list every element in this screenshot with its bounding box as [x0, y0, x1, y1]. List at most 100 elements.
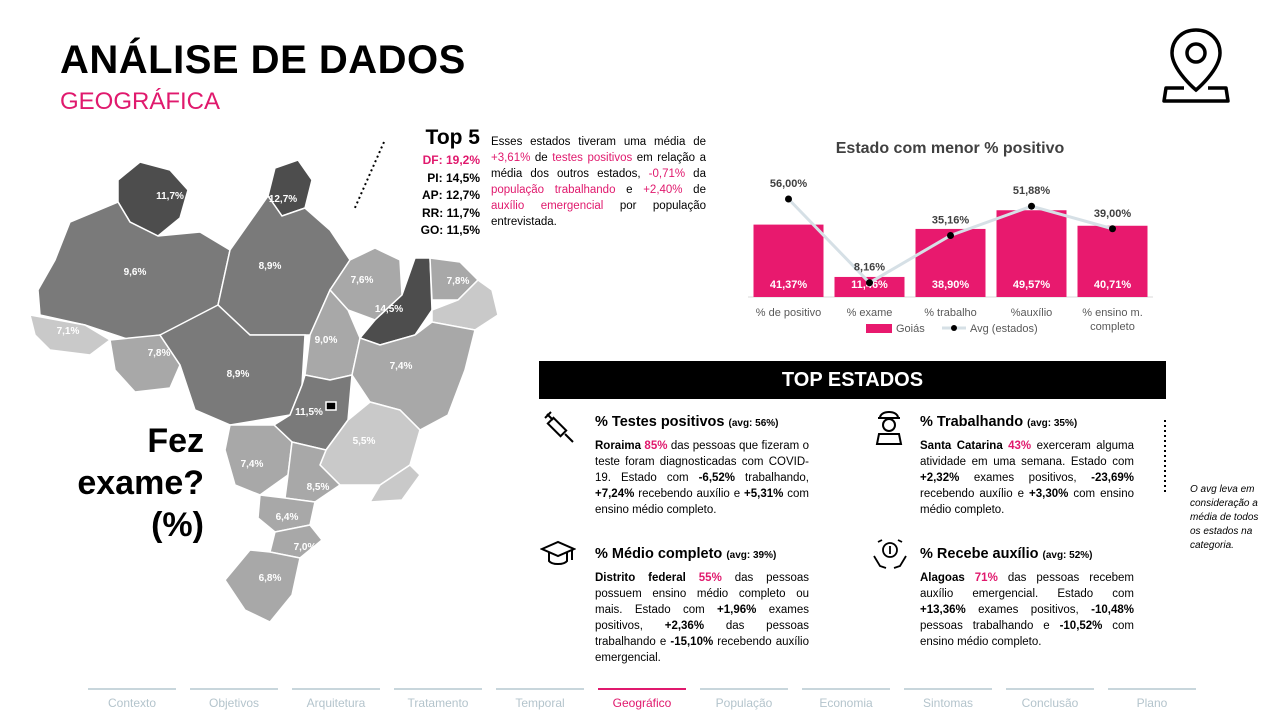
- nav-item-arquitetura[interactable]: Arquitetura: [292, 688, 380, 710]
- map-label-to: 9,0%: [315, 335, 338, 346]
- bar-goias: [753, 224, 824, 297]
- avg-value-label: 8,16%: [854, 262, 885, 274]
- card-body-testes: Roraima 85% das pessoas que fizeram o te…: [595, 440, 809, 516]
- category-tick-label: % exame: [847, 307, 893, 319]
- card-body-auxilio: Alagoas 71% das pessoas recebem auxílio …: [920, 572, 1135, 648]
- map-label-rr: 11,7%: [156, 191, 184, 202]
- legend-label-avg: Avg (estados): [970, 323, 1038, 335]
- card-title-trabalhando: % Trabalhando (avg: 35%): [920, 414, 1078, 430]
- bar-value-label: 38,90%: [932, 279, 970, 291]
- map-label-ma: 7,6%: [351, 275, 374, 286]
- map-label-ac: 7,1%: [57, 326, 80, 337]
- top5-item: RR: 11,7%: [421, 205, 480, 220]
- bar-value-label: 49,57%: [1013, 279, 1051, 291]
- bar-value-label: 41,37%: [770, 279, 808, 291]
- card-title-medio: % Médio completo (avg: 39%): [595, 546, 777, 562]
- map-label-am: 9,6%: [124, 267, 147, 278]
- page-title: ANÁLISE DE DADOS: [60, 38, 466, 82]
- top5-item: GO: 11,5%: [420, 223, 480, 237]
- map-label-ce: 7,8%: [447, 276, 470, 287]
- top5-connector: [353, 141, 385, 211]
- bar-goias: [996, 210, 1067, 297]
- graduation-cap-icon: [540, 540, 576, 565]
- top5-item: AP: 12,7%: [421, 188, 480, 202]
- nav-item-populacao[interactable]: População: [700, 688, 788, 710]
- page-subtitle: GEOGRÁFICA: [60, 88, 221, 115]
- avg-value-label: 35,16%: [932, 214, 970, 226]
- card-body-trabalhando: Santa Catarina 43% exerceram alguma ativ…: [920, 440, 1134, 516]
- map-label-pr: 6,4%: [276, 512, 299, 523]
- bar-goias: [834, 276, 905, 297]
- category-tick-label: %auxílio: [1011, 307, 1053, 319]
- map-label-pi: 14,5%: [375, 304, 403, 315]
- bar-goias: [1077, 225, 1148, 297]
- chart-title: Estado com menor % positivo: [835, 140, 1065, 157]
- map-label-go: 11,5%: [295, 407, 323, 418]
- map-state-sc: [269, 524, 324, 559]
- nav-item-conclusao[interactable]: Conclusão: [1006, 688, 1094, 710]
- nav-item-sintomas[interactable]: Sintomas: [904, 688, 992, 710]
- avg-value-label: 56,00%: [770, 178, 808, 190]
- avg-point: [947, 231, 954, 239]
- top-estados-banner: TOP ESTADOS: [539, 361, 1166, 399]
- top5-item: PI: 14,5%: [427, 170, 480, 185]
- avg-point: [866, 279, 873, 287]
- nav-item-geografico[interactable]: Geográfico: [598, 688, 686, 710]
- top5-list: Top 5 DF: 19,2% PI: 14,5% AP: 12,7% RR: …: [398, 124, 480, 240]
- map-label-ba: 7,4%: [390, 361, 413, 372]
- nav-item-temporal[interactable]: Temporal: [496, 688, 584, 710]
- category-tick-label: % de positivo: [756, 307, 821, 319]
- map-state-ne: [431, 279, 499, 331]
- map-label-ro: 7,8%: [148, 348, 171, 359]
- category-tick-label: % ensino m.: [1082, 307, 1143, 319]
- top5-item: DF: 19,2%: [422, 153, 480, 167]
- avg-point: [785, 195, 792, 203]
- legend-swatch-goias: [866, 324, 892, 333]
- syringe-icon: [544, 411, 574, 443]
- category-tick-label: completo: [1090, 321, 1135, 333]
- card-title-testes: % Testes positivos (avg: 56%): [595, 414, 779, 430]
- category-tick-label: % trabalho: [924, 307, 977, 319]
- legend-label-goias: Goiás: [896, 323, 925, 335]
- map-state-ac: [30, 314, 112, 356]
- map-pin-icon: [1162, 28, 1230, 103]
- map-state-rs: [224, 549, 301, 623]
- map-state-es-rj: [368, 464, 421, 503]
- avg-value-label: 39,00%: [1094, 208, 1132, 220]
- map-label-ms: 7,4%: [241, 459, 264, 470]
- map-label-sc: 7,0%: [294, 542, 317, 553]
- avg-point: [1028, 202, 1035, 210]
- bottom-nav: Contexto Objetivos Arquitetura Tratament…: [88, 688, 1198, 712]
- map-state-ma: [329, 247, 403, 321]
- nav-item-economia[interactable]: Economia: [802, 688, 890, 710]
- map-label-ap: 12,7%: [269, 194, 297, 205]
- legend-marker-avg: [951, 325, 957, 331]
- card-body-medio: Distrito federal 55% das pessoas possuem…: [595, 572, 810, 664]
- worker-icon: [875, 411, 903, 445]
- map-label-pa: 8,9%: [259, 261, 282, 272]
- bar-value-label: 40,71%: [1094, 279, 1132, 291]
- note-connector: [1164, 420, 1166, 492]
- bar-line-chart: 41,37%11,46%38,90%49,57%40,71%56,00%8,16…: [748, 178, 1153, 335]
- map-state-df: [325, 401, 337, 411]
- nav-item-plano[interactable]: Plano: [1108, 688, 1196, 710]
- top5-summary: Esses estados tiveram uma média de +3,61…: [491, 136, 706, 228]
- avg-note: O avg leva em consideração a média de to…: [1190, 484, 1259, 551]
- map-state-ms: [224, 424, 293, 496]
- map-state-sp: [284, 441, 342, 503]
- avg-point: [1109, 225, 1116, 233]
- money-hands-icon: [873, 539, 907, 569]
- nav-item-objetivos[interactable]: Objetivos: [190, 688, 278, 710]
- map-label-sp: 8,5%: [307, 482, 330, 493]
- map-label-mg: 5,5%: [353, 436, 376, 447]
- card-title-auxilio: % Recebe auxílio (avg: 52%): [920, 546, 1093, 562]
- map-label-mt: 8,9%: [227, 369, 250, 380]
- nav-item-tratamento[interactable]: Tratamento: [394, 688, 482, 710]
- bar-goias: [915, 228, 986, 297]
- brazil-map: 11,7% 12,7% 9,6% 8,9% 7,6% 7,8% 14,5% 7,…: [30, 159, 499, 623]
- map-question: Fez exame? (%): [77, 422, 204, 544]
- avg-value-label: 51,88%: [1013, 185, 1051, 197]
- nav-item-contexto[interactable]: Contexto: [88, 688, 176, 710]
- map-label-rs: 6,8%: [259, 573, 282, 584]
- top5-heading: Top 5: [425, 126, 480, 149]
